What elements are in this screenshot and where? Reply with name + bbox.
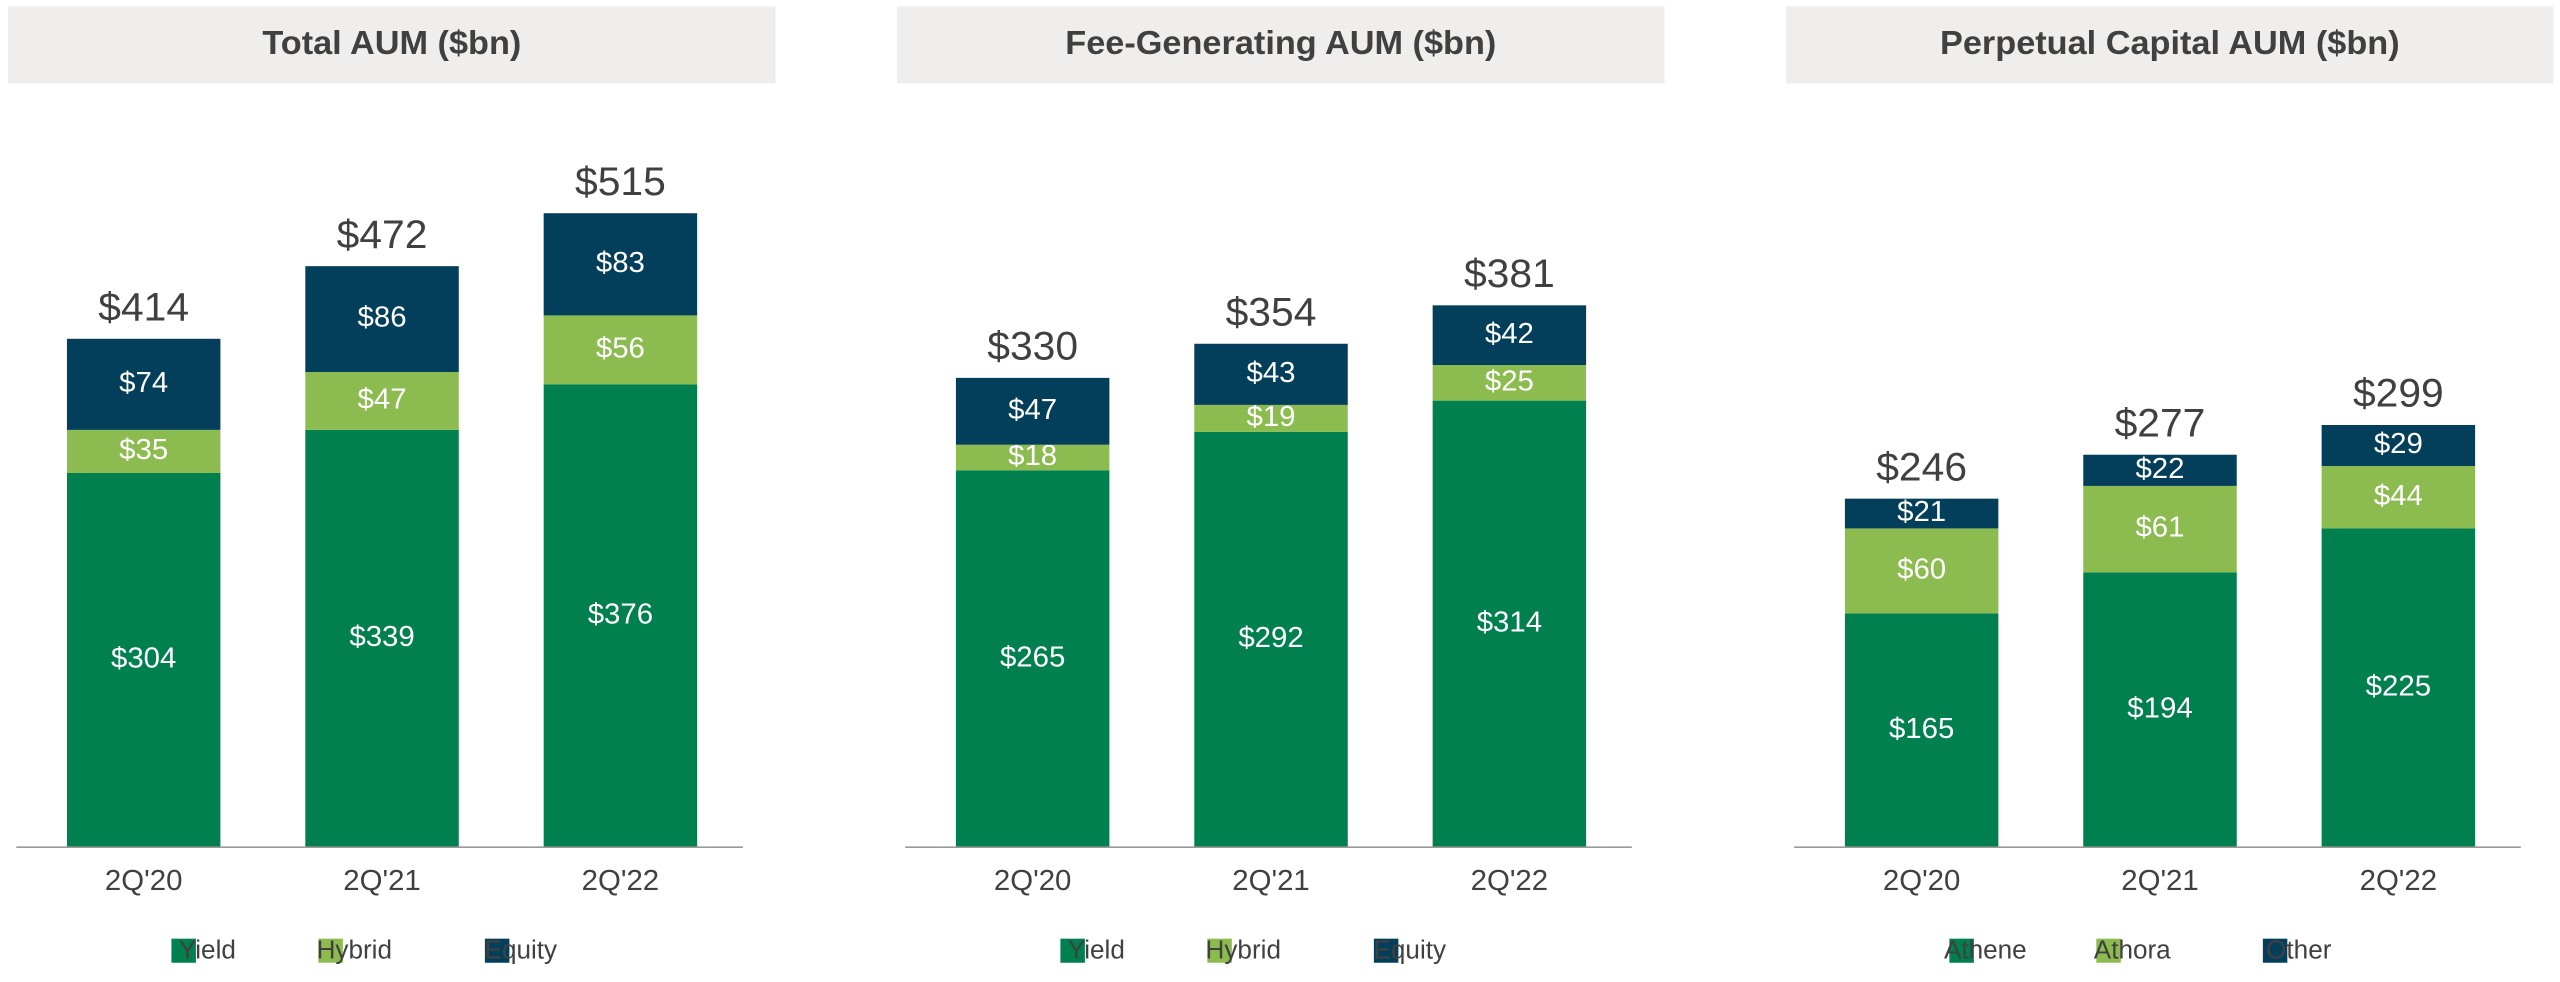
x-tick-label: 2Q'21 <box>343 865 420 897</box>
legend-label: Equity <box>1374 936 1447 964</box>
value-label: $165 <box>1889 713 1954 745</box>
legend-label: Hybrid <box>317 936 392 964</box>
legend-label: Athora <box>2094 936 2172 964</box>
bar-segment <box>66 429 221 473</box>
value-label: $376 <box>588 599 653 631</box>
bar-segment <box>1432 400 1587 848</box>
bar-segment <box>2321 424 2476 467</box>
total-label: $381 <box>1464 250 1555 296</box>
value-label: $47 <box>358 384 407 416</box>
legend-swatch <box>1373 938 1399 963</box>
bar-segment <box>66 338 221 430</box>
value-label: $21 <box>1897 496 1946 528</box>
title-box <box>8 6 776 84</box>
bar-segment <box>2083 485 2237 573</box>
legend-swatch <box>318 938 343 963</box>
chart-title: Fee-Generating AUM ($bn) <box>1065 24 1496 62</box>
legend-swatch <box>1060 938 1085 963</box>
bar-segment <box>1432 305 1587 366</box>
value-label: $86 <box>358 302 407 334</box>
x-tick-label: 2Q'21 <box>1232 865 1309 897</box>
bar-segment <box>2321 528 2476 848</box>
value-label: $339 <box>349 621 414 653</box>
value-label: $61 <box>2135 512 2184 544</box>
bar-segment <box>1844 613 1999 848</box>
legend-label: Hybrid <box>1206 936 1281 964</box>
total-label: $277 <box>2115 400 2206 446</box>
legend-swatch <box>1207 938 1232 963</box>
title-box <box>1786 6 2554 84</box>
x-tick-label: 2Q'20 <box>105 865 182 897</box>
x-tick-label: 2Q'20 <box>1883 865 1960 897</box>
bar-segment <box>1844 528 1999 614</box>
value-label: $42 <box>1485 318 1534 350</box>
bar-segment <box>305 372 459 430</box>
bar-segment <box>1194 404 1348 432</box>
value-label: $265 <box>1000 642 1065 674</box>
value-label: $304 <box>111 643 176 675</box>
chart-title: Perpetual Capital AUM ($bn) <box>1940 24 2400 62</box>
x-tick-label: 2Q'21 <box>2121 865 2198 897</box>
bar-segment <box>543 213 698 316</box>
value-label: $56 <box>596 333 645 365</box>
total-label: $299 <box>2353 370 2444 416</box>
total-label: $414 <box>98 284 189 330</box>
legend-label: Yield <box>179 936 236 964</box>
value-label: $18 <box>1008 440 1057 472</box>
bar-segment <box>955 444 1110 471</box>
value-label: $35 <box>119 434 168 466</box>
value-label: $314 <box>1477 607 1542 639</box>
x-tick-label: 2Q'22 <box>1471 865 1548 897</box>
bar-segment <box>305 429 459 848</box>
value-label: $29 <box>2374 428 2423 460</box>
bar-segment <box>2083 454 2237 486</box>
total-label: $515 <box>575 158 666 204</box>
legend-swatch <box>2096 938 2121 963</box>
legend-label: Yield <box>1068 936 1125 964</box>
total-label: $472 <box>337 211 428 257</box>
total-label: $330 <box>987 323 1078 369</box>
legend-label: Athene <box>1944 936 2027 964</box>
value-label: $60 <box>1897 554 1946 586</box>
x-tick-label: 2Q'22 <box>2360 865 2437 897</box>
value-label: $19 <box>1247 401 1296 433</box>
title-box <box>897 6 1665 84</box>
value-label: $22 <box>2135 453 2184 485</box>
x-tick-label: 2Q'22 <box>582 865 659 897</box>
value-label: $292 <box>1238 622 1303 654</box>
value-label: $47 <box>1008 394 1057 426</box>
value-label: $194 <box>2127 693 2192 725</box>
bar-segment <box>955 470 1110 848</box>
bar-segment <box>2321 466 2476 529</box>
bar-segment <box>1432 365 1587 401</box>
bar-segment <box>66 472 221 848</box>
bar-segment <box>1844 498 1999 529</box>
bar-segment <box>955 377 1110 445</box>
value-label: $43 <box>1247 357 1296 389</box>
value-label: $25 <box>1485 366 1534 398</box>
legend-swatch <box>1949 938 1974 963</box>
total-label: $246 <box>1876 444 1967 490</box>
bar-segment <box>2083 572 2237 848</box>
bar-segment <box>1194 431 1348 848</box>
legend-label: Other <box>2266 936 2332 964</box>
bar-segment <box>1194 343 1348 405</box>
legend-swatch <box>171 938 196 963</box>
value-label: $44 <box>2374 480 2423 512</box>
chart-title: Total AUM ($bn) <box>262 24 521 62</box>
value-label: $83 <box>596 247 645 279</box>
legend-swatch <box>2262 938 2288 963</box>
legend-label: Equity <box>485 936 558 964</box>
bar-segment <box>305 266 459 373</box>
x-tick-label: 2Q'20 <box>994 865 1071 897</box>
bar-segment <box>543 315 698 385</box>
total-label: $354 <box>1226 289 1317 335</box>
legend-swatch <box>484 938 510 963</box>
value-label: $225 <box>2366 671 2431 703</box>
value-label: $74 <box>119 367 168 399</box>
bar-segment <box>543 384 698 848</box>
